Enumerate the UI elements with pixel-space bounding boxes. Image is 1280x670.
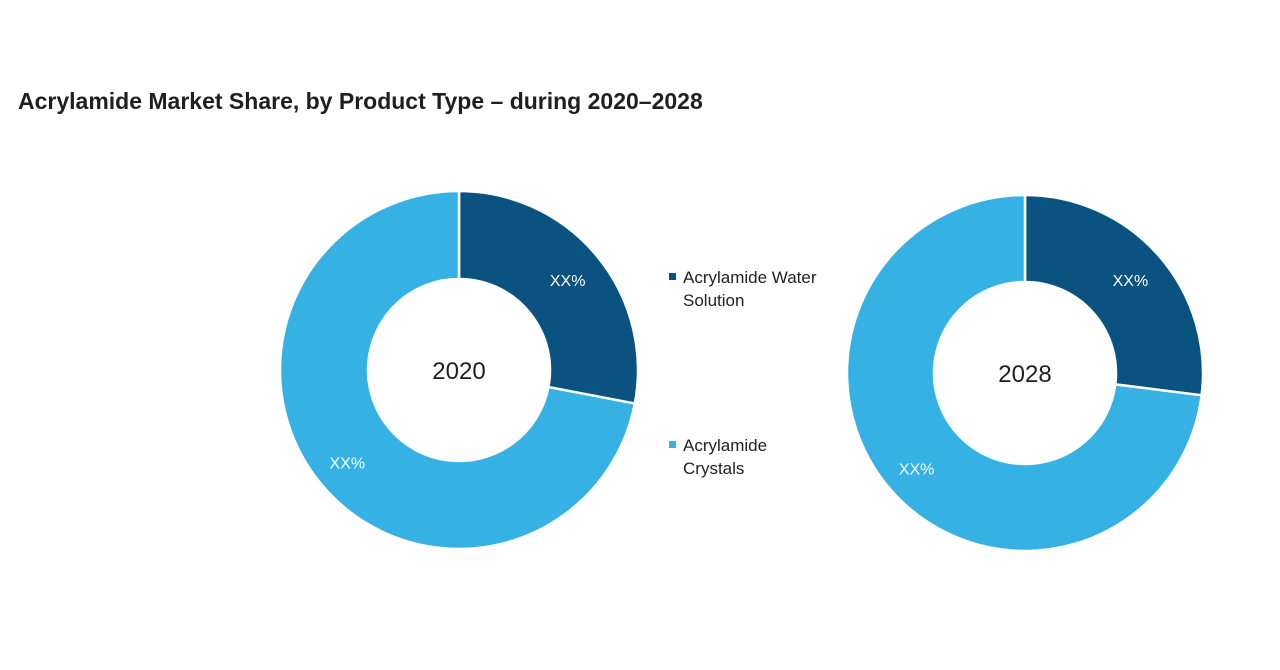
chart-title: Acrylamide Market Share, by Product Type…	[18, 88, 703, 114]
donut-chart-2028: XX% XX% 2028	[845, 193, 1205, 553]
legend-item-water-solution: Acrylamide Water Solution	[669, 266, 833, 312]
slice-label-2020-crystals: XX%	[329, 455, 365, 472]
center-label-2020: 2020	[432, 358, 485, 385]
slice-2028-crystals	[845, 193, 1203, 553]
slice-label-2028-water-solution: XX%	[1113, 273, 1149, 290]
center-label-2028: 2028	[998, 361, 1051, 388]
legend-label-crystals: Acrylamide Crystals	[683, 436, 768, 478]
legend-swatch-crystals	[669, 441, 676, 448]
donut-chart-2020: XX% XX% 2020	[278, 189, 640, 551]
slice-label-2028-crystals: XX%	[899, 462, 935, 479]
legend-swatch-water-solution	[669, 273, 676, 280]
legend-item-crystals: Acrylamide Crystals	[669, 434, 833, 480]
slice-2020-crystals	[278, 189, 637, 551]
slice-2020-water-solution	[457, 189, 640, 406]
slice-label-2020-water-solution: XX%	[550, 273, 586, 290]
slice-2028-water-solution	[1023, 193, 1205, 397]
legend-label-water-solution: Acrylamide Water Solution	[683, 268, 817, 310]
